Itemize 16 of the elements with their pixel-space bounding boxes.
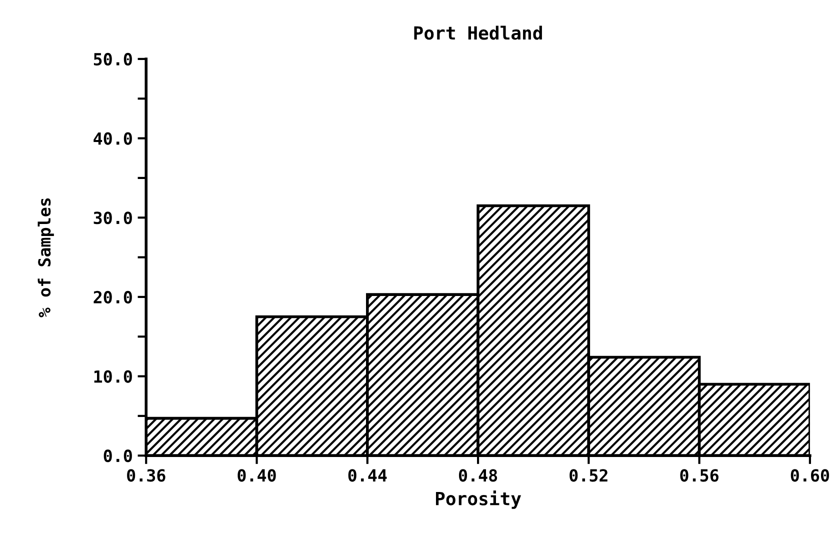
y-tick-label: 30.0 xyxy=(94,212,132,224)
chart-title: Port Hedland xyxy=(414,26,542,40)
x-tick-label: 0.52 xyxy=(570,469,608,482)
x-tick-label: 0.40 xyxy=(238,469,276,482)
x-tick-label: 0.44 xyxy=(348,469,387,482)
x-tick-label: 0.48 xyxy=(458,469,498,482)
y-tick-label: 20.0 xyxy=(94,290,132,304)
x-tick-label: 0.56 xyxy=(680,469,718,482)
y-tick-label: 0.0 xyxy=(104,450,132,462)
y-tick-label: 10.0 xyxy=(94,370,132,383)
x-tick-label: 0.36 xyxy=(127,469,166,482)
y-axis-title: % of Samples xyxy=(38,198,54,318)
x-axis-title: Porosity xyxy=(436,490,522,509)
y-tick-label: 40.0 xyxy=(94,132,132,145)
x-tick-label: 0.60 xyxy=(790,469,830,482)
y-tick-label: 50.0 xyxy=(94,52,132,66)
